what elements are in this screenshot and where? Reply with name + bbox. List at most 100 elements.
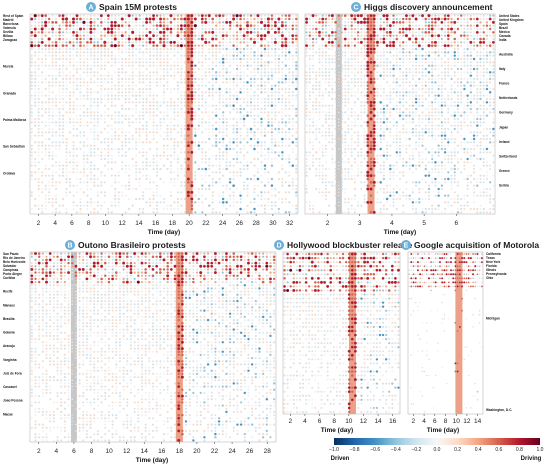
heatmap-dot xyxy=(201,174,204,177)
heatmap-dot xyxy=(37,181,40,184)
heatmap-dot xyxy=(479,21,482,24)
heatmap-dot xyxy=(218,138,221,140)
heatmap-dot xyxy=(363,111,366,114)
heatmap-dot xyxy=(166,144,169,147)
heatmap-dot xyxy=(55,74,57,77)
heatmap-dot xyxy=(117,128,120,130)
heatmap-dot xyxy=(328,74,331,77)
heatmap-dot xyxy=(424,24,427,27)
heatmap-dot xyxy=(246,194,249,197)
heatmap-dot xyxy=(218,17,221,21)
heatmap-dot xyxy=(232,101,235,104)
heatmap-dot xyxy=(152,114,155,117)
heatmap-dot xyxy=(124,168,127,170)
heatmap-dot xyxy=(347,91,350,94)
heatmap-dot xyxy=(274,47,277,51)
heatmap-dot xyxy=(295,67,298,71)
heatmap-dot xyxy=(392,54,395,57)
heatmap-dot xyxy=(194,31,197,34)
heatmap-dot xyxy=(334,81,337,84)
heatmap-dot xyxy=(225,28,228,30)
heatmap-dot xyxy=(51,101,54,104)
heatmap-dot xyxy=(270,84,273,87)
heatmap-dot xyxy=(61,14,65,18)
heatmap-dot xyxy=(431,71,434,74)
heatmap-dot xyxy=(211,144,214,147)
heatmap-dot xyxy=(236,74,239,77)
heatmap-dot xyxy=(479,78,482,80)
heatmap-dot xyxy=(190,24,194,27)
heatmap-dot xyxy=(90,88,92,90)
heatmap-dot xyxy=(124,91,127,94)
heatmap-dot xyxy=(267,77,270,81)
heatmap-dot xyxy=(434,14,437,17)
heatmap-dot xyxy=(180,64,183,67)
heatmap-dot xyxy=(103,47,106,51)
heatmap-dot xyxy=(82,111,85,114)
heatmap-dot xyxy=(273,30,277,34)
heatmap-dot xyxy=(288,114,291,117)
heatmap-dot xyxy=(312,87,315,91)
heatmap-dot xyxy=(135,24,138,27)
heatmap-dot xyxy=(291,27,295,31)
heatmap-dot xyxy=(492,74,495,77)
heatmap-dot xyxy=(166,154,169,157)
heatmap-dot xyxy=(466,54,469,57)
heatmap-dot xyxy=(55,31,58,34)
heatmap-dot xyxy=(312,48,314,50)
heatmap-dot xyxy=(194,188,197,190)
heatmap-dot xyxy=(229,198,231,200)
heatmap-dot xyxy=(315,21,318,24)
heatmap-dot xyxy=(357,51,360,54)
heatmap-dot xyxy=(211,21,214,24)
heatmap-dot xyxy=(476,88,479,90)
heatmap-dot xyxy=(197,104,200,107)
heatmap-dot xyxy=(446,34,450,38)
heatmap-dot xyxy=(418,31,421,34)
heatmap-dot xyxy=(135,68,137,70)
heatmap-dot xyxy=(315,78,318,80)
heatmap-dot xyxy=(463,108,466,110)
heatmap-dot xyxy=(170,134,172,137)
heatmap-dot xyxy=(75,134,78,137)
heatmap-dot xyxy=(372,27,376,31)
heatmap-dot xyxy=(291,58,294,60)
heatmap-dot xyxy=(239,198,242,200)
heatmap-dot xyxy=(347,18,350,20)
heatmap-dot xyxy=(204,28,207,30)
heatmap-dot xyxy=(328,48,331,50)
heatmap-dot xyxy=(135,91,137,94)
heatmap-dot xyxy=(176,27,180,31)
heatmap-dot xyxy=(96,118,99,120)
heatmap-dot xyxy=(334,64,337,67)
heatmap-dot xyxy=(211,61,214,64)
heatmap-dot xyxy=(236,84,239,87)
heatmap-dot xyxy=(434,111,437,114)
heatmap-dot xyxy=(30,118,33,120)
heatmap-dot xyxy=(93,104,96,107)
heatmap-dot xyxy=(169,44,173,47)
heatmap-dot xyxy=(433,17,437,21)
heatmap-dot xyxy=(117,91,120,94)
heatmap-dot xyxy=(155,14,159,17)
heatmap-dot xyxy=(239,161,242,164)
heatmap-dot xyxy=(267,14,270,17)
heatmap-dot xyxy=(72,128,75,130)
heatmap-dot xyxy=(33,44,37,48)
heatmap-dot xyxy=(190,114,194,118)
heatmap-dot xyxy=(482,51,485,54)
heatmap-dot xyxy=(48,181,50,184)
heatmap-dot xyxy=(281,97,284,101)
heatmap-dot xyxy=(260,131,263,134)
heatmap-dot xyxy=(183,91,186,94)
heatmap-dot xyxy=(271,188,273,190)
heatmap-dot xyxy=(179,24,183,28)
heatmap-dot xyxy=(246,134,249,137)
heatmap-dot xyxy=(486,28,488,30)
heatmap-dot xyxy=(48,54,50,57)
heatmap-dot xyxy=(250,114,253,117)
heatmap-dot xyxy=(412,54,414,57)
heatmap-dot xyxy=(204,58,207,60)
heatmap-dot xyxy=(489,34,492,37)
heatmap-dot xyxy=(359,14,363,18)
